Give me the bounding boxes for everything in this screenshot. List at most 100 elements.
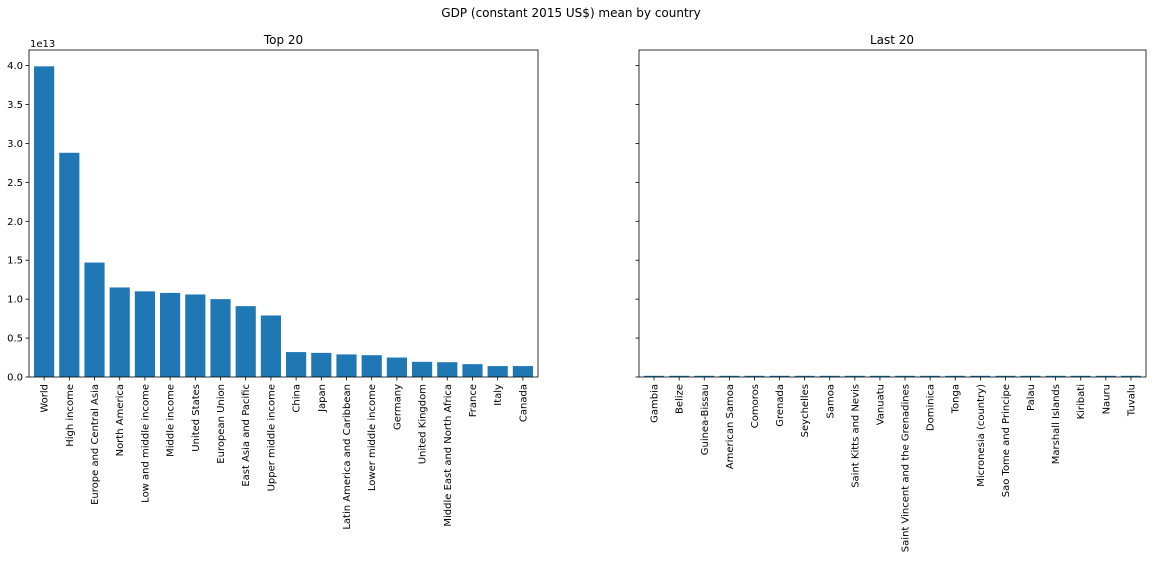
bar [160,292,181,377]
bar [769,375,790,377]
bar [210,299,231,377]
bar [336,354,357,377]
x-ticks-group: Gambia Belize Guinea-Bissau American Samoa C… [650,377,1137,552]
y-tick-label: 2.0 [7,217,23,228]
x-tick-label: Low and middle income [140,384,151,503]
axes-frame [638,49,1147,378]
x-tick-label: Belize [675,384,686,414]
figure-suptitle: GDP (constant 2015 US$) mean by country [441,6,700,20]
x-tick-label: Comoros [750,384,761,428]
x-tick-label: Nauru [1101,384,1112,414]
bar [694,375,715,377]
chart-top-20: Top 20 1e13 0.00.51.01.52.02.53.03.54.0 … [7,33,539,530]
x-tick-label: China [292,384,303,413]
x-tick-label: Saint Kitts and Nevis [850,384,861,488]
x-tick-label: United States [191,384,202,452]
bar [286,352,307,377]
y-tick-label: 1.5 [7,256,23,267]
y-tick-label: 0.0 [7,373,23,384]
x-tick-label: Europe and Central Asia [90,384,101,505]
bar [794,375,815,377]
bar [412,361,433,377]
bar [260,315,281,377]
bar [1120,375,1141,377]
y-tick-label: 0.5 [7,334,23,345]
x-tick-label: European Union [216,384,227,464]
bar [1070,375,1091,377]
bar [487,366,508,377]
x-tick-label: Seychelles [800,384,811,437]
x-tick-label: Middle East and North Africa [443,384,454,527]
x-tick-label: Guinea-Bissau [700,384,711,455]
bar [462,364,483,377]
bar [844,375,865,377]
bar [995,375,1016,377]
y-tick-label: 4.0 [7,61,23,72]
bar [109,287,130,377]
bars-group [34,66,533,377]
bar [644,375,665,377]
y-tick-label: 3.5 [7,100,23,111]
x-tick-label: Saint Vincent and the Grenadines [901,384,912,552]
x-tick-label: North America [115,384,126,456]
x-tick-label: East Asia and Pacific [241,384,252,487]
bar [235,306,256,377]
x-tick-label: Micronesia (country) [976,384,987,487]
x-tick-label: World [40,384,51,413]
x-tick-label: Marshall Islands [1051,384,1062,464]
bar [869,375,890,377]
bar [512,366,533,377]
bar [437,362,458,377]
bar [920,375,941,377]
y-axis-offset-label: 1e13 [30,39,55,50]
x-tick-label: Canada [518,384,529,422]
x-tick-label: Tuvalu [1126,384,1137,417]
bar [744,375,765,377]
chart-last-20: Last 20 Gambia Belize Guinea-Bissau America… [635,33,1147,552]
bar [34,66,55,377]
x-tick-label: Kiribati [1076,384,1087,419]
bar [945,375,966,377]
x-tick-label: Gambia [650,384,661,423]
x-tick-label: Grenada [775,384,786,427]
y-tick-label: 3.0 [7,139,23,150]
bar [59,152,80,377]
x-ticks-group: World High income Europe and Central Asia N… [40,377,529,530]
y-tick-label: 2.5 [7,178,23,189]
x-tick-label: High income [65,384,76,447]
chart-title: Top 20 [263,33,303,47]
bar [1020,375,1041,377]
x-tick-label: Middle income [166,384,177,457]
x-tick-label: Lower middle income [367,384,378,491]
x-tick-label: Dominica [926,384,937,431]
y-tick-label: 1.0 [7,295,23,306]
bar [895,375,916,377]
x-tick-label: Latin America and Caribbean [342,384,353,530]
x-tick-label: Japan [317,384,328,413]
bar [819,375,840,377]
bar [669,375,690,377]
bar [386,357,407,377]
bar [134,291,155,377]
x-tick-label: Tonga [951,384,962,414]
x-tick-label: Italy [493,384,504,406]
y-ticks-group: 0.0 0.5 1.0 1.5 2.0 2.5 3.0 3.5 4.0 [7,61,29,384]
bar [361,355,382,377]
x-tick-label: France [468,384,479,417]
bar [185,294,206,377]
bar [1095,375,1116,377]
x-tick-label: Palau [1026,384,1037,411]
bar [719,375,740,377]
bar [970,375,991,377]
x-tick-label: Germany [392,384,403,430]
x-tick-label: United Kingdom [418,384,429,464]
axes-frame [28,49,539,378]
bars-group [644,375,1141,377]
bar [84,262,105,377]
x-tick-label: American Samoa [725,384,736,469]
chart-title: Last 20 [870,33,914,47]
x-tick-label: Upper middle income [266,384,277,491]
